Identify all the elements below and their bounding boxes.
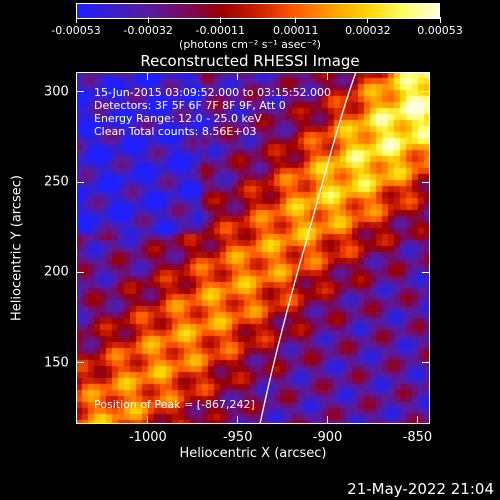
y-axis-tick bbox=[76, 91, 84, 93]
colorbar-tick bbox=[147, 17, 149, 23]
annotation-detectors: Detectors: 3F 5F 6F 7F 8F 9F, Att 0 bbox=[94, 99, 286, 112]
x-axis-tick bbox=[416, 72, 418, 80]
x-axis-tick bbox=[147, 416, 149, 424]
solar-limb-line bbox=[259, 72, 357, 424]
y-tick-label: 200 bbox=[44, 264, 69, 280]
colorbar-tick bbox=[367, 17, 369, 23]
x-axis-tick bbox=[147, 72, 149, 80]
y-tick-label: 300 bbox=[44, 84, 69, 100]
x-axis-tick bbox=[327, 72, 329, 80]
colorbar-tick bbox=[439, 17, 441, 23]
rhessi-image bbox=[76, 72, 430, 424]
colorbar-tick-label: 0.00053 bbox=[417, 24, 463, 37]
annotation-time-range: 15-Jun-2015 03:09:52.000 to 03:15:52.000 bbox=[94, 86, 332, 99]
y-tick-label: 150 bbox=[44, 355, 69, 371]
x-tick-label: -900 bbox=[312, 430, 343, 445]
colorbar-tick bbox=[219, 17, 221, 23]
y-axis-tick bbox=[422, 91, 430, 93]
footer-date: 21-May-2022 21:04 bbox=[347, 480, 494, 498]
x-axis-tick bbox=[237, 416, 239, 424]
x-tick-label: -1000 bbox=[128, 430, 167, 445]
y-axis-tick bbox=[422, 271, 430, 273]
colorbar-tick bbox=[75, 17, 77, 23]
x-tick-label: -950 bbox=[222, 430, 253, 445]
y-axis-tick bbox=[76, 181, 84, 183]
x-axis-label: Heliocentric X (arcsec) bbox=[179, 446, 327, 461]
y-axis-tick bbox=[422, 181, 430, 183]
annotation-energy: Energy Range: 12.0 - 25.0 keV bbox=[94, 112, 262, 125]
colorbar-tick-label: -0.00032 bbox=[123, 24, 173, 37]
plot-title: Reconstructed RHESSI Image bbox=[140, 52, 360, 70]
colorbar-tick-label: -0.00053 bbox=[51, 24, 101, 37]
colorbar-tick-label: 0.00011 bbox=[273, 24, 319, 37]
y-axis-tick bbox=[76, 271, 84, 273]
y-tick-label: 250 bbox=[44, 174, 69, 190]
solar-limb-overlay bbox=[259, 72, 357, 424]
y-axis-tick bbox=[422, 362, 430, 364]
y-axis-tick bbox=[76, 362, 84, 364]
x-axis-tick bbox=[416, 416, 418, 424]
colorbar bbox=[76, 3, 440, 19]
colorbar-tick-label: -0.00011 bbox=[195, 24, 245, 37]
annotation-clean: Clean Total counts: 8.56E+03 bbox=[94, 125, 257, 138]
colorbar-units-label: (photons cm⁻² s⁻¹ asec⁻²) bbox=[179, 38, 321, 51]
x-axis-tick bbox=[327, 416, 329, 424]
colorbar-tick bbox=[295, 17, 297, 23]
x-axis-tick bbox=[237, 72, 239, 80]
y-axis-label: Heliocentric Y (arcsec) bbox=[9, 175, 25, 321]
annotation-peak: Position of Peak = [-867,242] bbox=[94, 398, 255, 411]
x-tick-label: -850 bbox=[402, 430, 433, 445]
colorbar-tick-label: 0.00032 bbox=[345, 24, 391, 37]
